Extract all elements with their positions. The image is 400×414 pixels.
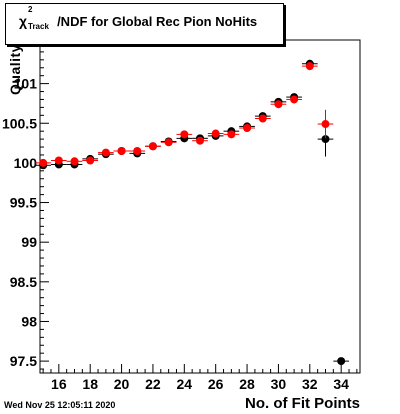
data-point	[211, 129, 220, 138]
x-tick-label: 24	[177, 376, 193, 392]
x-tick-label: 20	[114, 376, 130, 392]
data-point	[70, 157, 79, 166]
data-point	[148, 142, 157, 151]
x-tick-label: 22	[145, 376, 161, 392]
data-point	[117, 147, 126, 155]
plot-frame	[39, 39, 361, 374]
y-tick-label: 99.5	[10, 195, 37, 211]
data-point	[321, 135, 330, 144]
title-text: /NDF for Global Rec Pion NoHits	[57, 14, 258, 29]
data-point	[258, 114, 267, 123]
data-point	[86, 156, 95, 165]
x-tick-label: 34	[333, 376, 349, 392]
y-tick-label: 99	[21, 234, 37, 250]
x-tick-label: 18	[82, 376, 98, 392]
y-tick-label: 97.5	[10, 353, 37, 369]
x-tick-label: 32	[302, 376, 318, 392]
y-axis-label: Quality	[7, 44, 23, 95]
data-point	[196, 136, 204, 145]
x-axis-label: No. of Fit Points	[245, 395, 360, 412]
title-subscript: Track	[28, 22, 49, 31]
x-tick-label: 26	[208, 376, 224, 392]
data-point	[180, 130, 189, 139]
title-box: χ 2 Track/NDF for Global Rec Pion NoHits	[5, 3, 284, 45]
y-tick-label: 100.5	[2, 115, 37, 131]
y-tick-label: 101	[14, 76, 38, 92]
data-point	[227, 130, 236, 139]
data-point	[101, 148, 110, 157]
data-point	[321, 120, 330, 129]
data-point	[39, 158, 48, 167]
x-tick-label: 30	[271, 376, 287, 392]
y-tick-label: 100	[14, 155, 38, 171]
y-tick-label: 98.5	[10, 274, 37, 290]
data-point	[54, 156, 63, 165]
data-point	[290, 95, 299, 104]
timestamp: Wed Nov 25 12:05:11 2020	[4, 400, 116, 410]
x-tick-label: 28	[239, 376, 255, 392]
y-tick-label: 98	[21, 313, 37, 329]
data-point	[243, 124, 252, 133]
title-superscript: 2	[28, 5, 33, 14]
data-point	[337, 357, 346, 366]
data-point	[274, 100, 283, 109]
data-point	[133, 147, 142, 155]
data-point	[305, 62, 314, 71]
title-chi-symbol: χ	[19, 13, 28, 29]
chart-title: χ 2 Track/NDF for Global Rec Pion NoHits	[19, 5, 258, 31]
data-point	[164, 138, 173, 147]
x-tick-label: 16	[51, 376, 67, 392]
